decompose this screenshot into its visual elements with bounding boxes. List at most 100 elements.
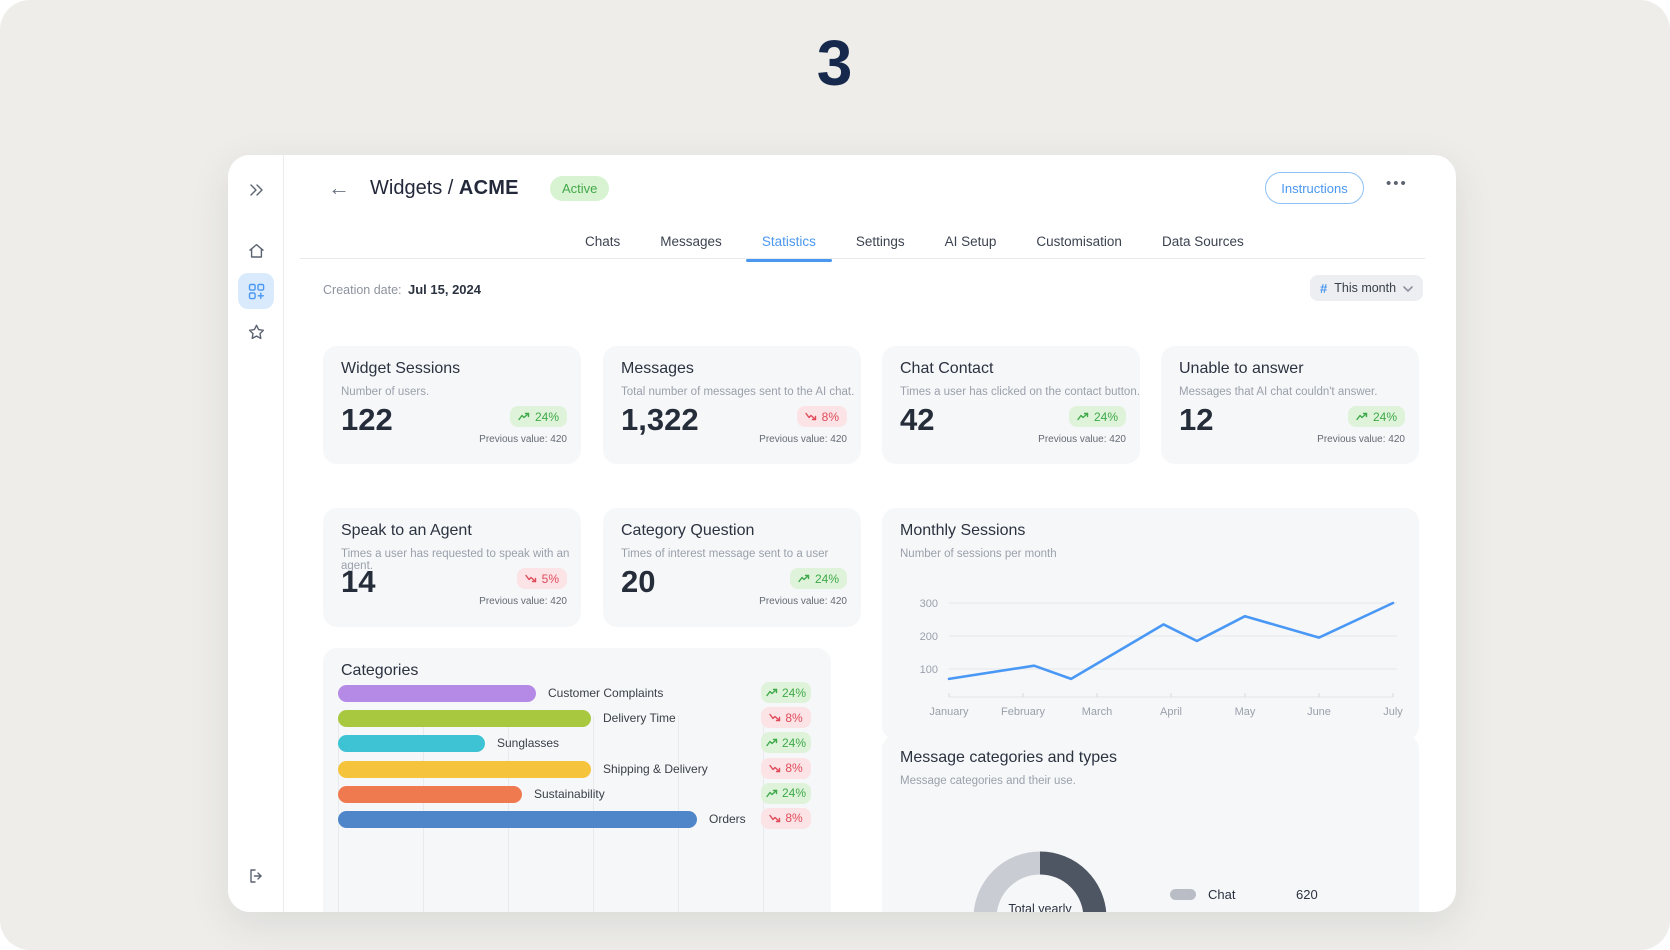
card-title: Messages <box>621 360 694 377</box>
back-arrow-icon[interactable]: ← <box>328 175 350 200</box>
delta-value: 24% <box>814 571 839 586</box>
sidebar <box>228 155 284 912</box>
card-subtitle: Number of users. <box>341 386 430 398</box>
stat-card-unable-to-answer: Unable to answer Messages that AI chat c… <box>1161 346 1419 464</box>
card-value: 20 <box>621 564 656 599</box>
widgets-icon[interactable] <box>238 273 274 309</box>
app-window: ← Widgets / ACME Active Instructions •••… <box>228 155 1456 912</box>
bar-orders <box>338 810 697 828</box>
previous-value: Previous value: 420 <box>479 434 567 445</box>
monthly-sessions-card: Monthly Sessions Number of sessions per … <box>882 508 1419 740</box>
bar-label: Sunglasses <box>497 736 560 751</box>
bar-delivery-time <box>338 710 591 728</box>
card-subtitle: Total number of messages sent to the AI … <box>621 386 855 398</box>
bar-label: Orders <box>709 811 746 826</box>
stat-card-messages: Messages Total number of messages sent t… <box>603 346 861 464</box>
delta-badge: 5% <box>516 568 567 589</box>
x-axis-tick-label: May <box>1235 706 1256 718</box>
stat-card-category-question: Category Question Times of interest mess… <box>603 508 861 627</box>
categories-card: Categories Message categories and their … <box>323 648 831 912</box>
chart-subtitle: Number of sessions per month <box>900 548 1057 560</box>
delta-badge: 8% <box>761 707 811 729</box>
x-axis-tick-label: June <box>1307 706 1331 718</box>
stat-card-chat-contact: Chat Contact Times a user has clicked on… <box>882 346 1140 464</box>
overflow-menu-icon[interactable]: ••• <box>1386 175 1408 192</box>
x-axis-tick-label: March <box>1082 706 1113 718</box>
previous-value: Previous value: 420 <box>1038 434 1126 445</box>
delta-badge: 24% <box>761 732 811 754</box>
delta-badge: 8% <box>761 807 811 829</box>
breadcrumb: Widgets / <box>370 177 454 199</box>
delta-value: 24% <box>781 735 807 750</box>
creation-date-value: Jul 15, 2024 <box>408 282 481 297</box>
delta-badge: 24% <box>789 568 847 589</box>
y-axis-tick-label: 100 <box>920 664 938 676</box>
bar-row: Orders 8% <box>323 807 831 832</box>
segment-gray <box>973 851 1107 912</box>
tab-data-sources[interactable]: Data Sources <box>1161 234 1244 249</box>
delta-badge: 24% <box>761 782 811 804</box>
home-icon[interactable] <box>238 233 274 269</box>
delta-badge: 8% <box>761 757 811 779</box>
tab-messages[interactable]: Messages <box>660 234 722 249</box>
delta-badge: 24% <box>1068 406 1126 427</box>
logout-icon[interactable] <box>238 858 274 894</box>
card-value: 42 <box>900 402 935 437</box>
delta-value: 24% <box>534 409 559 424</box>
monthly-sessions-line-chart: 300 200 100 January February March April May Jun… <box>920 598 1404 718</box>
previous-value: Previous value: 420 <box>479 596 567 607</box>
stat-card-speak-to-agent: Speak to an Agent Times a user has reque… <box>323 508 581 627</box>
tab-customisation[interactable]: Customisation <box>1036 234 1122 249</box>
message-types-card: Message categories and types Message cat… <box>882 735 1419 912</box>
card-value: 1,322 <box>621 402 699 437</box>
bar-chart-rows: Customer Complaints 24% Delivery Time 8% <box>323 681 831 832</box>
delta-value: 8% <box>785 761 803 776</box>
legend-swatch <box>1170 889 1196 900</box>
delta-badge: 8% <box>796 406 847 427</box>
card-subtitle: Times of interest message sent to a user <box>621 548 829 560</box>
instructions-button[interactable]: Instructions <box>1265 172 1364 204</box>
delta-value: 24% <box>1372 409 1397 424</box>
x-axis-tick-label: April <box>1160 706 1182 718</box>
card-title: Unable to answer <box>1179 360 1304 377</box>
card-value: 12 <box>1179 402 1214 437</box>
chevron-down-icon <box>1403 279 1413 297</box>
delta-value: 24% <box>781 786 807 801</box>
hash-icon: # <box>1320 280 1328 296</box>
page-title: Widgets / ACME <box>370 177 519 200</box>
tab-ai-setup[interactable]: AI Setup <box>944 234 997 249</box>
delta-value: 8% <box>821 409 839 424</box>
legend-row-chat: Chat 620 <box>1170 887 1318 902</box>
card-subtitle: Messages that AI chat couldn't answer. <box>1179 386 1378 398</box>
card-subtitle: Times a user has requested to speak with… <box>341 548 570 572</box>
tab-chats[interactable]: Chats <box>585 234 621 249</box>
chart-title: Monthly Sessions <box>900 522 1026 539</box>
donut-chart: Total yearly <box>973 851 1107 912</box>
tab-bar: Chats Messages Statistics Settings AI Se… <box>583 226 1246 262</box>
period-filter-dropdown[interactable]: # This month <box>1310 275 1424 301</box>
delta-value: 5% <box>541 571 559 586</box>
widget-name: ACME <box>458 177 519 199</box>
tabs-divider <box>300 258 1425 259</box>
favorites-star-icon[interactable] <box>238 314 274 350</box>
delta-value: 8% <box>785 710 803 725</box>
tab-statistics[interactable]: Statistics <box>745 226 832 262</box>
legend-value: 620 <box>1296 887 1318 902</box>
card-value: 14 <box>341 564 376 599</box>
tab-settings[interactable]: Settings <box>855 234 905 249</box>
card-title: Category Question <box>621 522 755 539</box>
chart-title: Categories <box>341 662 419 679</box>
sessions-line-series <box>947 601 1395 681</box>
expand-sidebar-icon[interactable] <box>238 172 274 208</box>
legend-label: Chat <box>1208 887 1236 902</box>
x-axis-tick-label: July <box>1383 706 1403 718</box>
bar-row: Sunglasses 24% <box>323 731 831 756</box>
stat-card-widget-sessions: Widget Sessions Number of users. 122 24%… <box>323 346 581 464</box>
bar-row: Delivery Time 8% <box>323 706 831 731</box>
status-badge: Active <box>550 176 610 201</box>
delta-badge: 24% <box>509 406 567 427</box>
bar-row: Sustainability 24% <box>323 782 831 807</box>
card-title: Chat Contact <box>900 360 994 377</box>
y-axis-tick-label: 300 <box>920 598 938 610</box>
bar-shipping-delivery <box>338 760 591 778</box>
